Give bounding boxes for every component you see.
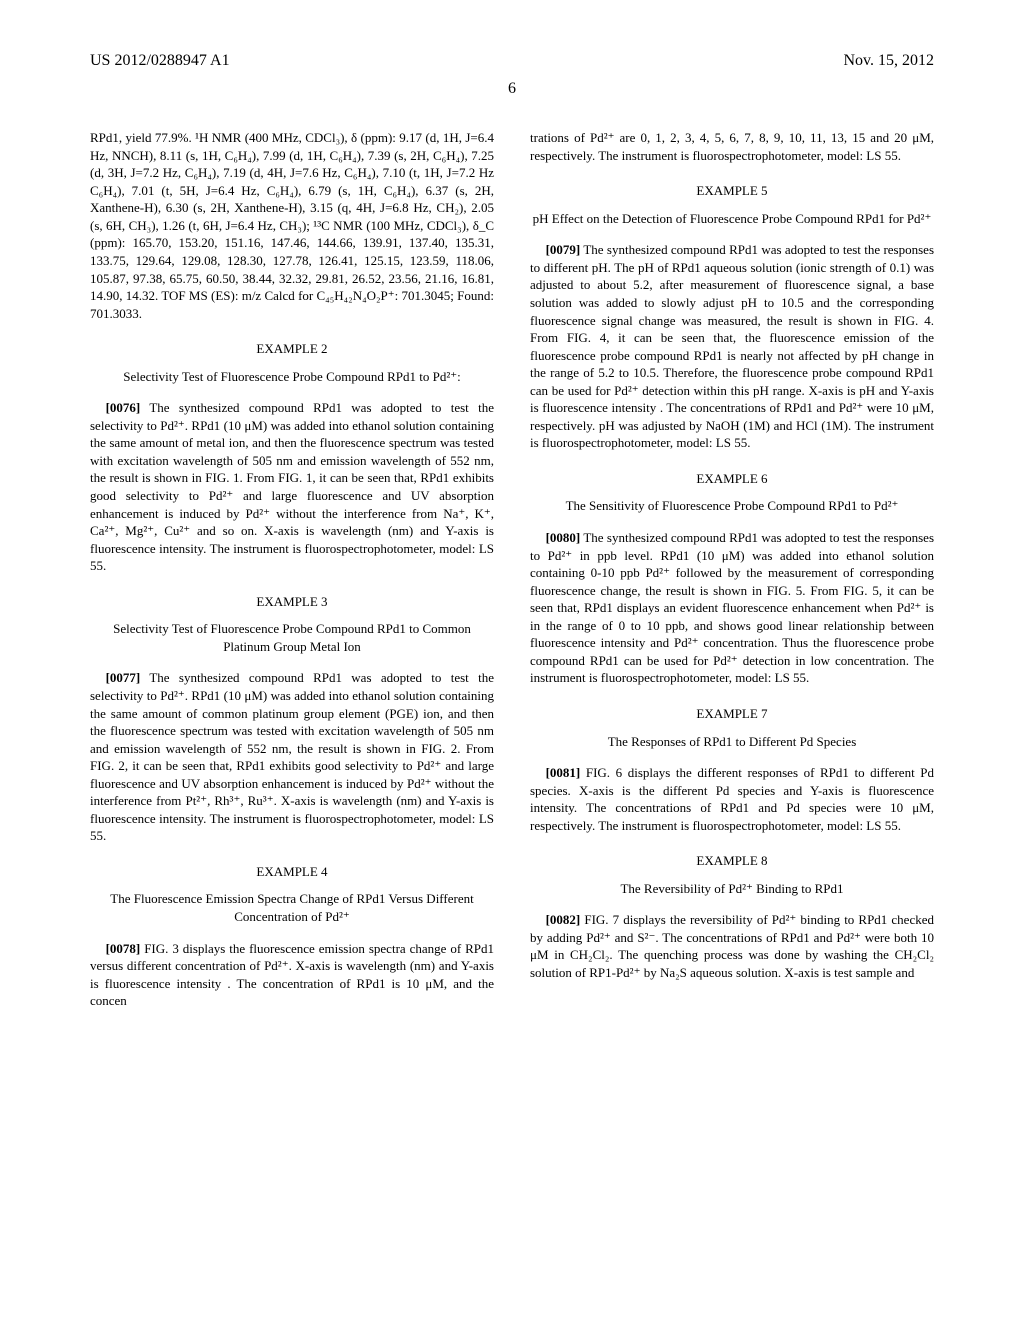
example-5-title: EXAMPLE 5 xyxy=(530,182,934,200)
example-7-subtitle: The Responses of RPd1 to Different Pd Sp… xyxy=(530,733,934,751)
page-number: 6 xyxy=(90,78,934,100)
para-num-0080: [0080] xyxy=(546,530,581,545)
example-2-subtitle: Selectivity Test of Fluorescence Probe C… xyxy=(90,368,494,386)
para-text-0079: The synthesized compound RPd1 was adopte… xyxy=(530,242,934,450)
paragraph-0078-cont: trations of Pd²⁺ are 0, 1, 2, 3, 4, 5, 6… xyxy=(530,129,934,164)
para-num-0076: [0076] xyxy=(106,400,141,415)
example-7-title: EXAMPLE 7 xyxy=(530,705,934,723)
para-text-0078: FIG. 3 displays the fluorescence emissio… xyxy=(90,941,494,1009)
para-num-0077: [0077] xyxy=(106,670,141,685)
para-text-0082: FIG. 7 displays the reversibility of Pd²… xyxy=(530,912,934,980)
paragraph-0078: [0078] FIG. 3 displays the fluorescence … xyxy=(90,940,494,1010)
example-2-title: EXAMPLE 2 xyxy=(90,340,494,358)
example-6-subtitle: The Sensitivity of Fluorescence Probe Co… xyxy=(530,497,934,515)
example-4-title: EXAMPLE 4 xyxy=(90,863,494,881)
example-5-subtitle: pH Effect on the Detection of Fluorescen… xyxy=(530,210,934,228)
example-8-subtitle: The Reversibility of Pd²⁺ Binding to RPd… xyxy=(530,880,934,898)
para-text-0081: FIG. 6 displays the different responses … xyxy=(530,765,934,833)
para-text-0080: The synthesized compound RPd1 was adopte… xyxy=(530,530,934,685)
para-num-0078: [0078] xyxy=(106,941,141,956)
example-4-subtitle: The Fluorescence Emission Spectra Change… xyxy=(90,890,494,925)
para-text-0076: The synthesized compound RPd1 was adopte… xyxy=(90,400,494,573)
example-3-subtitle: Selectivity Test of Fluorescence Probe C… xyxy=(90,620,494,655)
example-8-title: EXAMPLE 8 xyxy=(530,852,934,870)
paragraph-0081: [0081] FIG. 6 displays the different res… xyxy=(530,764,934,834)
pub-date: Nov. 15, 2012 xyxy=(843,50,934,72)
para-num-0082: [0082] xyxy=(546,912,581,927)
nmr-paragraph: RPd1, yield 77.9%. ¹H NMR (400 MHz, CDCl… xyxy=(90,129,494,322)
example-6-title: EXAMPLE 6 xyxy=(530,470,934,488)
paragraph-0076: [0076] The synthesized compound RPd1 was… xyxy=(90,399,494,574)
para-num-0079: [0079] xyxy=(546,242,581,257)
example-3-title: EXAMPLE 3 xyxy=(90,593,494,611)
paragraph-0077: [0077] The synthesized compound RPd1 was… xyxy=(90,669,494,844)
paragraph-0082: [0082] FIG. 7 displays the reversibility… xyxy=(530,911,934,981)
paragraph-0080: [0080] The synthesized compound RPd1 was… xyxy=(530,529,934,687)
paragraph-0079: [0079] The synthesized compound RPd1 was… xyxy=(530,241,934,452)
pub-number: US 2012/0288947 A1 xyxy=(90,50,230,72)
para-num-0081: [0081] xyxy=(546,765,581,780)
para-text-0077: The synthesized compound RPd1 was adopte… xyxy=(90,670,494,843)
